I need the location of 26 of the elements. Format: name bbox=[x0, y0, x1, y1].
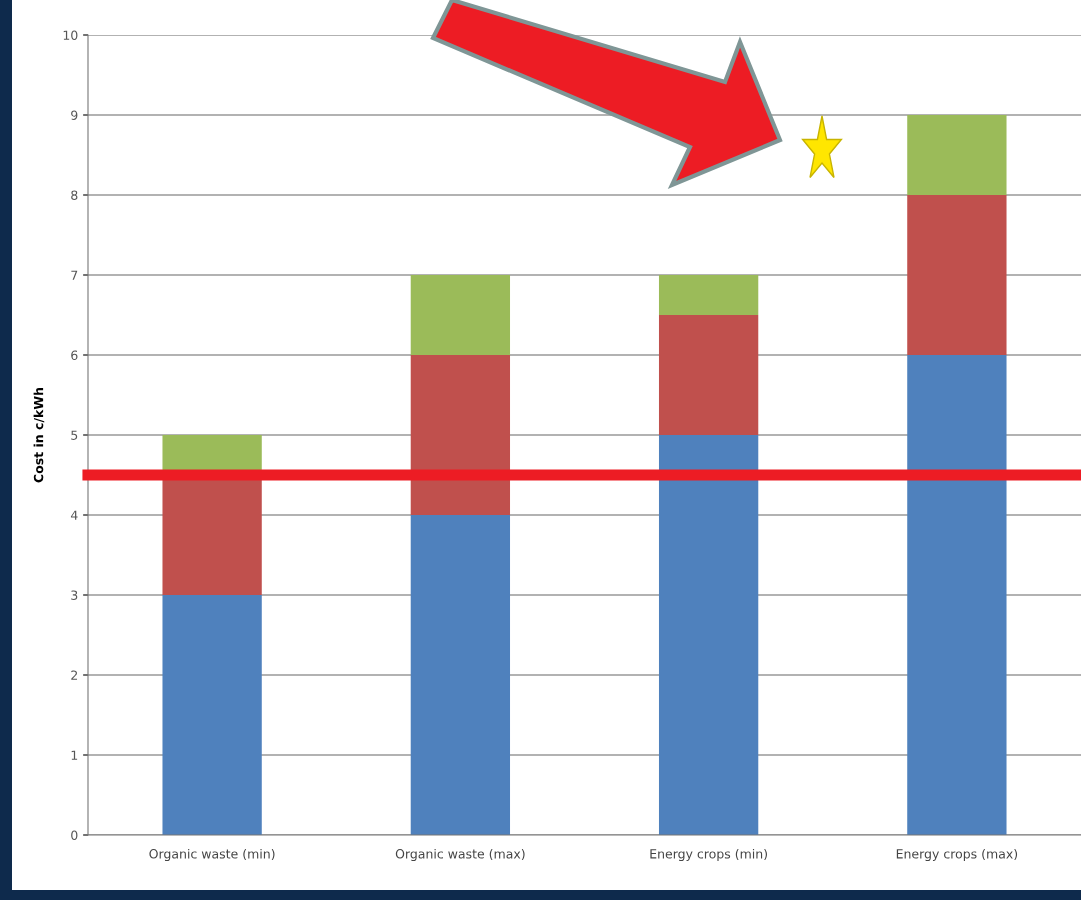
bar bbox=[907, 195, 1007, 355]
bar bbox=[162, 595, 262, 835]
y-axis-title: Cost in c/kWh bbox=[33, 387, 45, 483]
y-tick-label: 4 bbox=[70, 510, 78, 520]
y-tick-label: 9 bbox=[71, 110, 78, 120]
bar bbox=[907, 115, 1007, 195]
y-tick-label: 7 bbox=[71, 270, 78, 280]
bar bbox=[410, 355, 511, 515]
y-tick-label: 2 bbox=[71, 670, 78, 680]
y-tick-label: 3 bbox=[71, 590, 78, 600]
y-tick-label: 0 bbox=[71, 830, 78, 840]
x-tick-label: Energy crops (min) bbox=[650, 848, 767, 861]
bar bbox=[658, 275, 759, 315]
y-tick-label: 5 bbox=[71, 430, 78, 440]
bar bbox=[658, 315, 759, 435]
x-tick-label: Organic waste (min) bbox=[149, 848, 275, 861]
bar bbox=[410, 275, 511, 355]
y-tick-label: 8 bbox=[71, 190, 78, 200]
bar bbox=[658, 435, 759, 835]
x-tick-label: Organic waste (max) bbox=[395, 848, 525, 861]
x-tick-label: Energy crops (max) bbox=[896, 848, 1018, 861]
bar bbox=[907, 355, 1007, 835]
y-tick-label: 6 bbox=[71, 350, 78, 360]
y-tick-label: 1 bbox=[71, 750, 78, 760]
bar bbox=[410, 515, 511, 835]
y-tick-label: 10 bbox=[63, 30, 78, 40]
